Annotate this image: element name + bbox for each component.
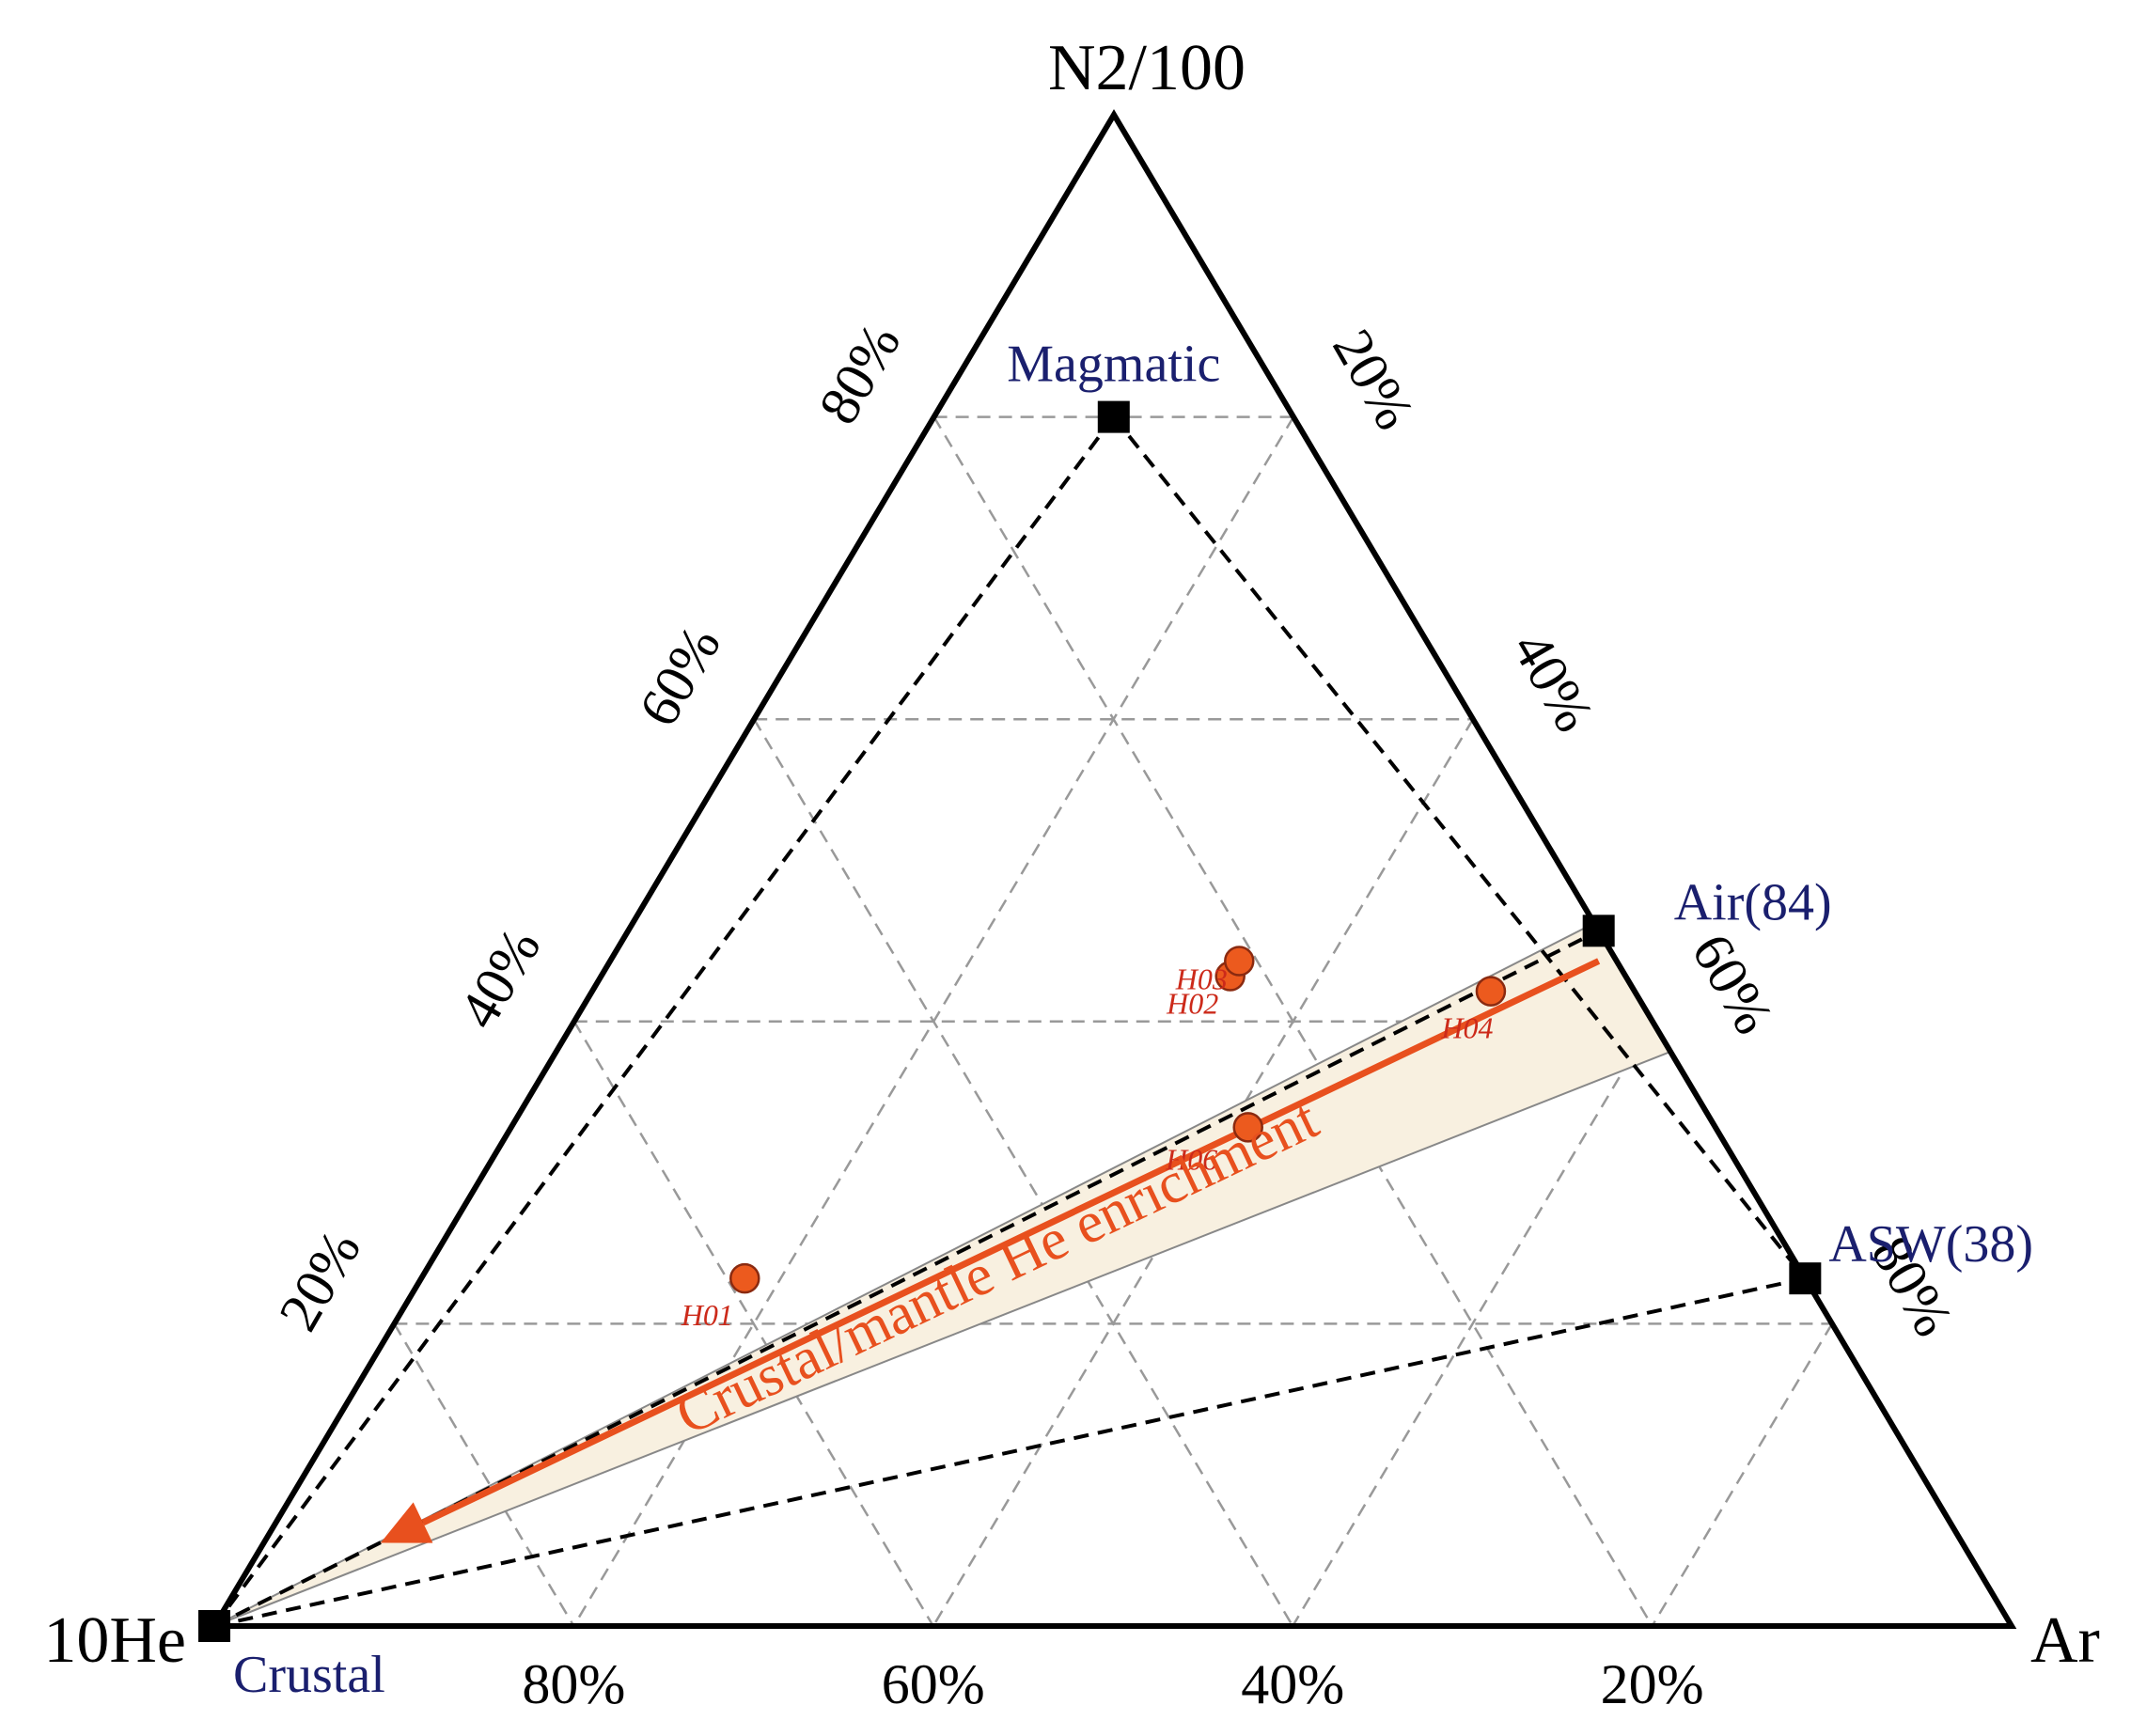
tick-label-left: 60% (627, 616, 732, 736)
end-member-label: Magmatic (1007, 336, 1220, 394)
vertex-label-left: 10He (43, 1604, 186, 1677)
trend-arrow-shaft (421, 958, 1601, 1526)
grid-line-ar-60 (1292, 1021, 1654, 1627)
end-member-label: Crustal (233, 1646, 385, 1704)
mixing-band-lower (213, 1051, 1671, 1627)
sample-marker (729, 1262, 760, 1294)
grid-line-he-80 (393, 1322, 575, 1627)
trend-arrow (380, 958, 1601, 1543)
triangle-outline (209, 109, 2017, 1629)
tick-label-bottom: 20% (1601, 1653, 1704, 1715)
grid-lines (393, 415, 1834, 1627)
tick-label-left: 20% (267, 1220, 372, 1340)
sample-marker (1232, 1112, 1263, 1143)
grid-line-he-60 (572, 1021, 934, 1627)
trend-arrow-head (380, 1502, 433, 1543)
vertex-label-top: N2/100 (1048, 32, 1246, 104)
end-member-marker (1097, 400, 1130, 433)
sample-marker (1224, 946, 1255, 977)
sample-label: H06 (1165, 1142, 1217, 1176)
trend-label: Crustal/mantle He enrichment (666, 1087, 1328, 1447)
sample-label: H01 (681, 1298, 733, 1332)
vertex-label-right: Ar (2030, 1604, 2100, 1677)
tick-label-left: 40% (447, 918, 552, 1039)
end-member-label: ASW(38) (1828, 1215, 2033, 1274)
tick-label-right: 40% (1500, 621, 1606, 742)
mix-line-magmatic-asw (1112, 415, 1807, 1280)
sample-label: H02 (1166, 987, 1218, 1021)
sample-label: H04 (1440, 1011, 1493, 1045)
end-member-label: Air(84) (1674, 873, 1832, 931)
mix-line-crustal-magmatic (212, 415, 1116, 1628)
vertex-labels: N2/100 10He Ar (43, 32, 2100, 1677)
sample-marker (1475, 976, 1507, 1007)
tick-label-bottom: 60% (882, 1653, 985, 1715)
grid-line-ar-80 (1651, 1322, 1834, 1627)
end-member-marker (1789, 1262, 1822, 1295)
sample-label: H03 (1175, 962, 1228, 995)
tick-label-right: 20% (1321, 319, 1426, 439)
tick-label-right: 60% (1680, 924, 1785, 1044)
tick-label-left: 80% (807, 313, 912, 433)
end-member-marker (1582, 915, 1615, 947)
end-member-marker (198, 1610, 230, 1642)
grid-line-he-40 (753, 718, 1294, 1627)
tick-label-bottom: 40% (1241, 1653, 1344, 1715)
mix-line-crustal-asw (213, 1276, 1806, 1628)
tick-label-bottom: 80% (522, 1653, 625, 1715)
end-members: Magmatic Air(84) ASW(38) Crustal (198, 336, 2033, 1704)
triangle-frame (209, 109, 2017, 1629)
